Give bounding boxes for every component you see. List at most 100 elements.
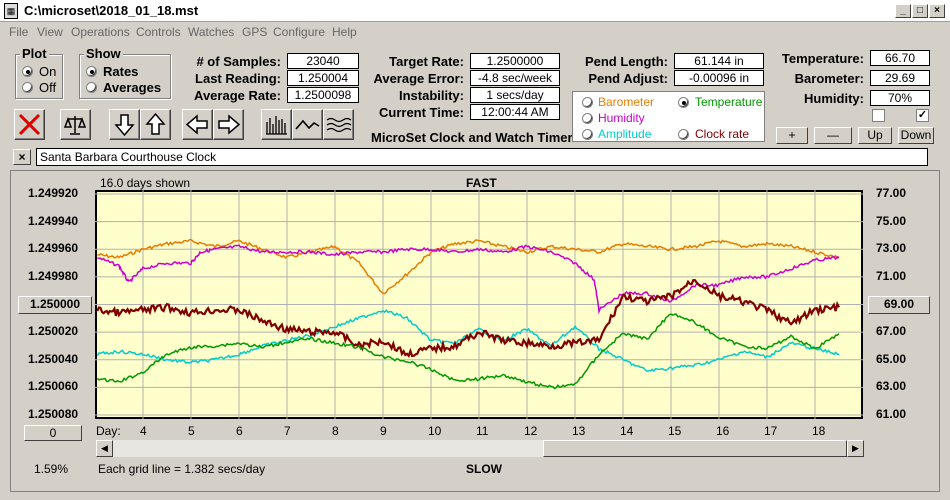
zero-button[interactable]: 0 (24, 425, 82, 441)
plus-button[interactable]: + (776, 127, 808, 144)
instability-label: Instability: (398, 88, 464, 103)
center-temp-button[interactable]: 69.00 (868, 296, 930, 314)
show-group-title: Show (84, 46, 123, 61)
x-axis-label: Day: (96, 424, 121, 438)
balance-scale-icon (63, 116, 87, 135)
pend-length-field[interactable]: 61.144 in (674, 53, 764, 69)
humidity-label: Humidity: (804, 91, 864, 106)
show-rates-radio[interactable] (86, 66, 97, 77)
samples-label: # of Samples: (196, 54, 281, 69)
arrow-right-button[interactable] (213, 109, 244, 140)
right-axis-tick: 65.00 (876, 351, 907, 366)
left-checkbox[interactable] (872, 109, 885, 122)
arrow-up-button[interactable] (140, 109, 171, 140)
pend-adjust-label: Pend Adjust: (588, 71, 668, 86)
histogram-button[interactable] (261, 109, 292, 140)
maximize-button[interactable]: □ (912, 4, 928, 18)
clock-name-field[interactable]: Santa Barbara Courthouse Clock (36, 148, 928, 166)
grid-note-label: Each grid line = 1.382 secs/day (98, 462, 266, 476)
scroll-right-button[interactable]: ▶ (847, 440, 864, 457)
plot-off-label: Off (39, 80, 57, 95)
arrow-up-icon (145, 112, 166, 135)
balance-button[interactable] (60, 109, 91, 140)
menu-controls[interactable]: Controls (136, 25, 181, 39)
last-reading-field: 1.250004 (287, 70, 359, 86)
menu-operations[interactable]: Operations (71, 25, 130, 39)
clear-clock-name-button[interactable]: × (13, 149, 31, 165)
right-axis-tick: 71.00 (876, 268, 907, 283)
show-averages-label: Averages (103, 80, 162, 95)
menu-view[interactable]: View (37, 25, 63, 39)
status-percent-label: 1.59% (34, 462, 69, 476)
show-group (79, 54, 171, 99)
line-graph-icon (295, 119, 320, 130)
wave-button[interactable] (323, 109, 354, 140)
menu-help[interactable]: Help (332, 25, 357, 39)
app-icon[interactable]: ▦ (4, 3, 18, 19)
x-axis-tick: 15 (668, 424, 682, 438)
x-axis-tick: 9 (380, 424, 387, 438)
arrow-left-button[interactable] (182, 109, 213, 140)
line-graph-button[interactable] (292, 109, 323, 140)
days-shown-label: 16.0 days shown (100, 176, 191, 190)
right-checkbox[interactable]: ✓ (916, 109, 929, 122)
show-averages-radio[interactable] (86, 82, 97, 93)
histogram-icon (266, 116, 287, 135)
left-axis-tick: 1.249980 (28, 268, 79, 283)
scroll-track[interactable] (113, 440, 543, 457)
fast-label: FAST (466, 176, 497, 190)
menu-configure[interactable]: Configure (273, 25, 326, 39)
plot-off-radio[interactable] (22, 82, 33, 93)
x-axis-tick: 4 (140, 424, 147, 438)
average-rate-label: Average Rate: (194, 88, 281, 103)
humidity-radio[interactable] (582, 113, 593, 124)
x-axis-tick: 5 (188, 424, 195, 438)
pend-adjust-field: -0.00096 in (674, 70, 764, 86)
close-button[interactable]: × (929, 4, 945, 18)
center-rate-button[interactable]: 1.250000 (18, 296, 92, 314)
minimize-button[interactable]: _ (895, 4, 911, 18)
clear-button[interactable] (14, 109, 45, 140)
temperature-radio[interactable] (678, 97, 689, 108)
pend-length-label: Pend Length: (584, 54, 668, 69)
chart-frame (10, 170, 940, 492)
clock-rate-radio[interactable] (678, 129, 689, 140)
target-rate-label: Target Rate: (389, 54, 464, 69)
time-scrollbar[interactable]: ◀ ▶ (96, 440, 864, 457)
down-button[interactable]: Down (898, 127, 934, 144)
humidity-option-label: Humidity (598, 111, 645, 125)
minus-button[interactable]: — (814, 127, 852, 144)
right-axis-tick: 61.00 (876, 407, 907, 421)
x-axis-tick: 8 (332, 424, 339, 438)
barometer-radio[interactable] (582, 97, 593, 108)
current-time-label: Current Time: (379, 105, 464, 120)
menu-file[interactable]: File (9, 25, 29, 39)
menu-watches[interactable]: Watches (188, 25, 235, 39)
window-title: C:\microset\2018_01_18.mst (24, 3, 199, 18)
show-rates-label: Rates (103, 64, 139, 79)
menu-gps[interactable]: GPS (242, 25, 268, 39)
left-axis-tick: 1.249960 (28, 241, 79, 256)
average-rate-field: 1.2500098 (287, 87, 359, 103)
target-rate-field[interactable]: 1.2500000 (470, 53, 560, 69)
menu-bar: File View Operations Controls Watches GP… (0, 23, 950, 42)
left-axis-tick: 1.250060 (28, 379, 79, 394)
red-x-icon (18, 113, 41, 136)
barometer-field: 29.69 (870, 70, 930, 86)
up-button[interactable]: Up (858, 127, 892, 144)
amplitude-radio[interactable] (582, 129, 593, 140)
chart-svg (95, 190, 863, 419)
instability-field: 1 secs/day (470, 87, 560, 103)
plot-on-radio[interactable] (22, 66, 33, 77)
left-axis-tick: 1.250080 (28, 407, 79, 421)
x-axis-tick: 11 (476, 424, 489, 438)
scroll-left-button[interactable]: ◀ (96, 440, 113, 457)
x-axis-tick: 13 (572, 424, 586, 438)
right-axis-tick: 63.00 (876, 379, 907, 394)
right-axis-tick: 75.00 (876, 213, 907, 228)
series-humidity (97, 244, 840, 315)
x-axis-tick: 7 (284, 424, 291, 438)
scroll-thumb[interactable] (543, 440, 847, 457)
x-axis-tick: 10 (428, 424, 442, 438)
arrow-down-button[interactable] (109, 109, 140, 140)
